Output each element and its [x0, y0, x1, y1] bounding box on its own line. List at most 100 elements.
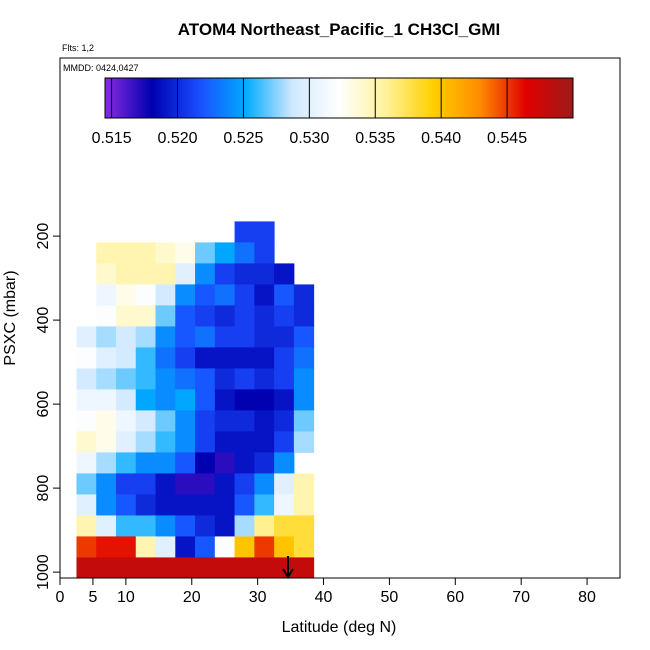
- heat-cell: [234, 263, 255, 285]
- heat-cell: [135, 452, 157, 474]
- heat-cell: [76, 389, 97, 411]
- heat-cell: [214, 305, 236, 327]
- heat-cell: [214, 536, 236, 558]
- heat-cell: [135, 473, 157, 495]
- heat-cell: [175, 305, 196, 327]
- heat-cell: [116, 536, 137, 558]
- x-tick-label: 70: [512, 589, 530, 606]
- heat-cell: [76, 473, 97, 495]
- heat-cell: [135, 284, 157, 306]
- heat-cell: [214, 242, 236, 264]
- heat-cell: [76, 452, 97, 474]
- heat-cell: [293, 347, 315, 369]
- heat-cell: [155, 284, 176, 306]
- heat-cell: [135, 494, 157, 516]
- heat-cell: [195, 389, 216, 411]
- heat-cell: [96, 326, 117, 348]
- y-tick-label: 600: [35, 391, 52, 418]
- heat-cell: [254, 452, 275, 474]
- x-tick-label: 60: [446, 589, 464, 606]
- colorbar-tick-label: 0.535: [355, 130, 395, 147]
- heat-cell: [175, 536, 196, 558]
- heat-cell: [76, 515, 97, 537]
- heat-cell: [155, 389, 176, 411]
- chart-title: ATOM4 Northeast_Pacific_1 CH3Cl_GMI: [178, 20, 500, 39]
- heat-cell: [76, 368, 97, 390]
- heat-cell: [293, 410, 315, 432]
- heat-cell: [155, 368, 176, 390]
- heat-cell: [116, 326, 137, 348]
- heat-cell: [274, 389, 295, 411]
- heat-cell: [234, 452, 255, 474]
- heat-cell: [293, 536, 315, 558]
- heat-cell: [254, 284, 275, 306]
- heat-cell: [135, 389, 157, 411]
- colorbar-tick-label: 0.525: [223, 130, 263, 147]
- x-axis-label: Latitude (deg N): [282, 619, 397, 636]
- heat-cell: [175, 242, 196, 264]
- heat-cell: [293, 305, 315, 327]
- heat-cell: [175, 389, 196, 411]
- heat-cell: [96, 515, 117, 537]
- heat-cell: [234, 242, 255, 264]
- colorbar-tick-label: 0.545: [487, 130, 527, 147]
- heat-cell: [155, 326, 176, 348]
- heat-cell: [214, 515, 236, 537]
- x-tick-label: 80: [578, 589, 596, 606]
- heat-cell: [116, 410, 137, 432]
- heat-cell: [155, 473, 176, 495]
- heat-cell: [175, 515, 196, 537]
- heat-cell: [116, 557, 137, 578]
- x-tick-label: 5: [88, 589, 97, 606]
- x-tick-label: 0: [56, 589, 65, 606]
- heat-cell: [254, 326, 275, 348]
- heat-cell: [274, 347, 295, 369]
- colorbar-tick-label: 0.540: [421, 130, 461, 147]
- heat-cell: [293, 431, 315, 453]
- heat-cell: [254, 242, 275, 264]
- heat-cell: [234, 221, 255, 243]
- heat-cell: [293, 473, 315, 495]
- heat-cell: [96, 536, 117, 558]
- heat-cell: [175, 284, 196, 306]
- heat-cell: [135, 515, 157, 537]
- heat-cell: [76, 431, 97, 453]
- heat-cell: [195, 284, 216, 306]
- heat-cell: [195, 431, 216, 453]
- heat-cell: [155, 494, 176, 516]
- heat-cell: [214, 473, 236, 495]
- heat-cell: [175, 494, 196, 516]
- heat-cell: [274, 452, 295, 474]
- heat-cell: [116, 389, 137, 411]
- heat-cell: [274, 284, 295, 306]
- heat-cell: [214, 431, 236, 453]
- heat-cell: [195, 536, 216, 558]
- heat-cell: [234, 515, 255, 537]
- heat-cell: [175, 452, 196, 474]
- heat-cell: [214, 368, 236, 390]
- heat-cell: [214, 389, 236, 411]
- heat-cell: [293, 515, 315, 537]
- heat-cell: [254, 368, 275, 390]
- heat-cell: [175, 410, 196, 432]
- heat-cell: [96, 452, 117, 474]
- heat-cell: [234, 305, 255, 327]
- heat-cell: [116, 284, 137, 306]
- heat-cell: [155, 242, 176, 264]
- heat-cell: [274, 263, 295, 285]
- heat-cell: [254, 431, 275, 453]
- heat-cell: [254, 473, 275, 495]
- heat-cell: [234, 494, 255, 516]
- heat-cell: [96, 242, 117, 264]
- heat-cell: [96, 431, 117, 453]
- heat-cell: [254, 305, 275, 327]
- heat-cell: [274, 557, 295, 578]
- heat-cell: [234, 347, 255, 369]
- heat-cell: [254, 557, 275, 578]
- heat-cell: [254, 515, 275, 537]
- heat-cell: [175, 368, 196, 390]
- heat-cell: [155, 431, 176, 453]
- heat-cell: [195, 242, 216, 264]
- heat-cell: [155, 452, 176, 474]
- heat-cell: [135, 557, 157, 578]
